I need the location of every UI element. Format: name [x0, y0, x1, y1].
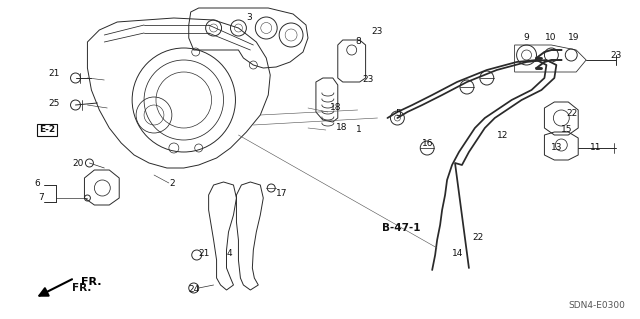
Text: 8: 8 — [356, 38, 362, 47]
Text: 16: 16 — [422, 138, 434, 147]
Text: 21: 21 — [198, 249, 210, 257]
Text: 25: 25 — [48, 99, 60, 108]
Text: 23: 23 — [363, 76, 374, 85]
Text: 13: 13 — [552, 144, 563, 152]
Text: 22: 22 — [472, 234, 483, 242]
Text: FR.: FR. — [72, 283, 91, 293]
Text: 1: 1 — [356, 125, 362, 135]
Text: 24: 24 — [189, 286, 200, 294]
Text: 22: 22 — [566, 108, 577, 117]
Text: 5: 5 — [396, 108, 401, 117]
Text: 18: 18 — [330, 103, 341, 113]
Text: 19: 19 — [568, 33, 580, 42]
Text: E-2: E-2 — [38, 125, 55, 135]
Text: B-47-1: B-47-1 — [383, 223, 421, 233]
Text: 3: 3 — [246, 13, 252, 23]
Text: 12: 12 — [497, 130, 508, 139]
Text: 15: 15 — [561, 125, 573, 135]
Text: 10: 10 — [545, 33, 557, 42]
Text: 20: 20 — [72, 159, 84, 167]
Text: 18: 18 — [336, 123, 348, 132]
Text: SDN4-E0300: SDN4-E0300 — [568, 300, 625, 309]
Text: 21: 21 — [48, 69, 60, 78]
Text: 23: 23 — [372, 27, 383, 36]
Text: 14: 14 — [452, 249, 463, 257]
Text: 11: 11 — [590, 144, 602, 152]
Text: 7: 7 — [38, 194, 44, 203]
Text: 23: 23 — [610, 50, 621, 60]
Text: 4: 4 — [227, 249, 232, 257]
Text: 2: 2 — [169, 179, 175, 188]
Text: 17: 17 — [276, 189, 288, 197]
Text: 6: 6 — [34, 179, 40, 188]
Text: 9: 9 — [524, 33, 529, 42]
Text: FR.: FR. — [81, 277, 102, 287]
